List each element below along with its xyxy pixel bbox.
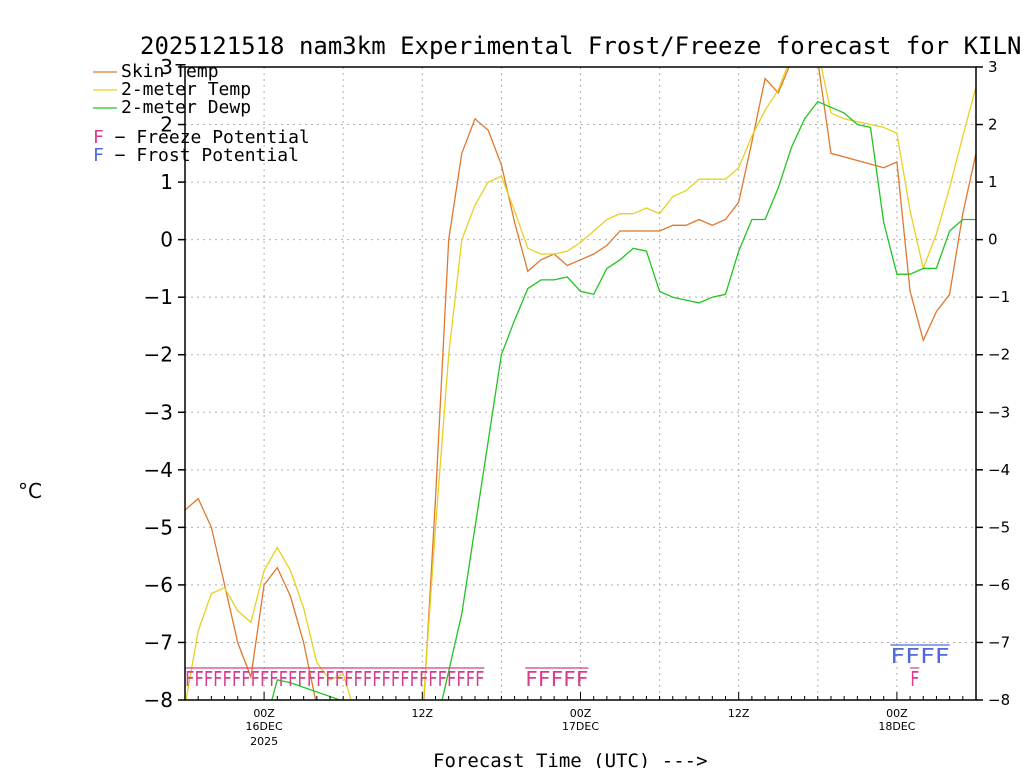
freeze-potential-legend: F − Freeze Potential (93, 127, 310, 148)
freeze-potential-marks: FFFFF (525, 667, 588, 691)
y-tick-label-right: −1 (988, 288, 1010, 306)
y-tick-label: −8 (144, 688, 173, 712)
frost-potential-legend: F − Frost Potential (93, 145, 299, 166)
y-tick-label-right: −7 (988, 633, 1010, 651)
y-tick-label: 0 (160, 228, 173, 252)
y-tick-label-right: −2 (988, 346, 1010, 364)
y-tick-label: −5 (144, 515, 173, 539)
y-tick-label: −4 (144, 458, 173, 482)
x-tick-date: 17DEC (562, 720, 599, 733)
legend-entry: 2-meter Dewp (121, 97, 251, 118)
y-axis-label: °C (18, 479, 42, 503)
series-layer (185, 67, 976, 700)
x-tick-label: 00Z (570, 707, 592, 720)
y-tick-label: 3 (160, 55, 173, 79)
legend-entry: 2-meter Temp (121, 79, 251, 100)
y-tick-label-right: 2 (988, 116, 998, 134)
y-tick-label: −7 (144, 630, 173, 654)
plot-frame (184, 66, 977, 701)
y-tick-label-right: 1 (988, 173, 998, 191)
x-tick-year: 2025 (250, 735, 278, 748)
chart-title: 2025121518 nam3km Experimental Frost/Fre… (140, 32, 1021, 60)
y-tick-label: −2 (144, 343, 173, 367)
grid-lines (185, 67, 976, 700)
x-axis-label: Forecast Time (UTC) ---> (433, 750, 708, 768)
y-tick-label: −3 (144, 400, 173, 424)
y-tick-label: −6 (144, 573, 173, 597)
y-tick-label-right: 3 (988, 58, 998, 76)
series-skin-temp (185, 67, 976, 700)
legend-entry: Skin Temp (121, 61, 219, 82)
x-tick-label: 00Z (886, 707, 908, 720)
x-tick-label: 00Z (253, 707, 275, 720)
frost-potential-marks: FFFF (890, 644, 949, 668)
x-tick-label: 12Z (412, 707, 434, 720)
y-axis-right: 3 2 1 0 −1 −2 −3 −4 −5 −6 −7 −8 (976, 58, 1010, 709)
series-2-meter-dewp (271, 100, 976, 700)
freeze-potential-marks: F (910, 667, 919, 691)
y-tick-label: −1 (144, 285, 173, 309)
freeze-potential-marks: FFFFFFFFFFFFFFFFFFFFFFFFFFFFFFFF (185, 667, 484, 691)
y-tick-label: 1 (160, 170, 173, 194)
x-tick-label: 12Z (728, 707, 750, 720)
y-tick-label-right: −5 (988, 518, 1010, 536)
y-tick-label-right: 0 (988, 231, 998, 249)
y-axis-left: 3 2 1 0 −1 −2 −3 −4 −5 −6 −7 −8 (144, 55, 185, 712)
potential-marks: FFFFFFFFFFFFFFFFFFFFFFFFFFFFFFFF FFFFF FFF… (185, 644, 950, 691)
y-tick-label-right: −6 (988, 576, 1010, 594)
y-tick-label-right: −3 (988, 403, 1010, 421)
y-tick-label-right: −4 (988, 461, 1010, 479)
y-tick-label: 2 (160, 113, 173, 137)
x-tick-date: 16DEC (246, 720, 283, 733)
y-tick-label-right: −8 (988, 691, 1010, 709)
x-tick-date: 18DEC (878, 720, 915, 733)
